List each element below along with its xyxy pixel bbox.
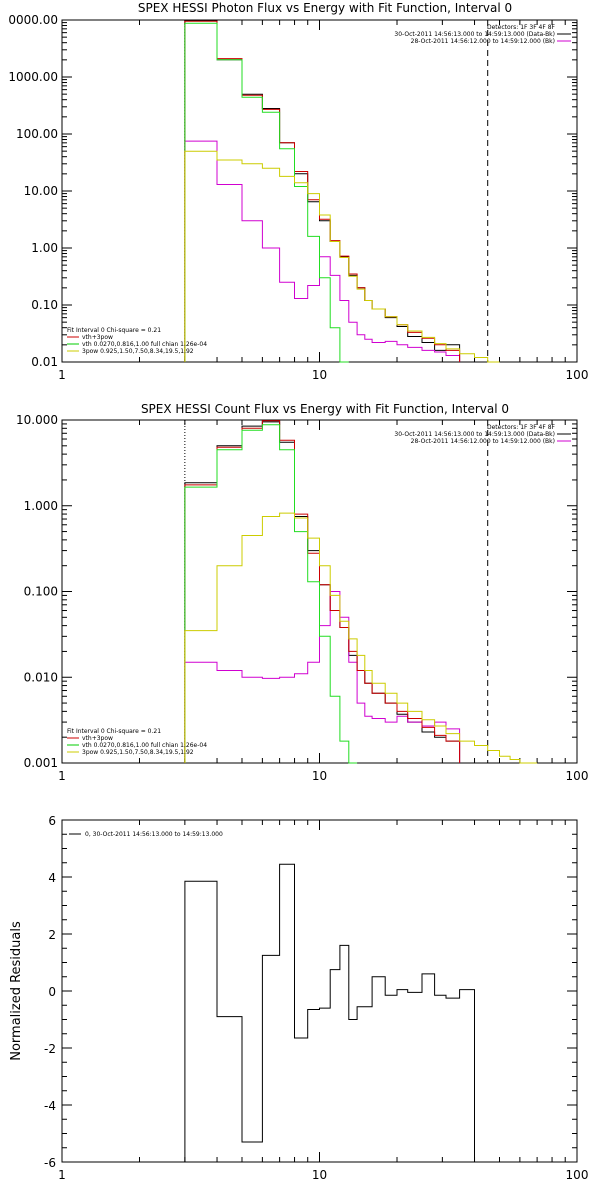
y-tick-label: 6 xyxy=(48,814,56,828)
legend-text: Fit Interval 0 Chi-square = 0.21 xyxy=(67,327,161,334)
series-3pow xyxy=(184,512,538,764)
legend-text: 28-Oct-2011 14:56:12.000 to 14:59:12.000… xyxy=(411,38,555,45)
legend-text: 3pow 0.925,1.50,7.50,8.34,19.5,1.92 xyxy=(82,348,194,355)
y-tick-label: -4 xyxy=(44,1099,56,1113)
legend-text: 3pow 0.925,1.50,7.50,8.34,19.5,1.92 xyxy=(82,749,194,756)
y-tick-label: 10.000 xyxy=(16,413,58,427)
series-0-30-oct-2011-14-56-13-000-to-14-59-13-000 xyxy=(184,863,475,1162)
y-tick-label: 0.010 xyxy=(24,670,58,684)
x-tick-label: 1 xyxy=(58,368,66,382)
legend-text: 0, 30-Oct-2011 14:56:13.000 to 14:59:13.… xyxy=(85,831,223,838)
x-tick-label: 10 xyxy=(312,1168,327,1182)
x-tick-label: 10 xyxy=(312,769,327,783)
residuals-panel: Normalized Residuals 1 10 100 -6 -4 -2 0 2 4 6 0,… xyxy=(9,814,588,1182)
y-tick-label: 1.000 xyxy=(24,499,58,513)
y-tick-label: 4 xyxy=(48,871,56,885)
x-tick-label: 100 xyxy=(566,1168,589,1182)
series-vth-3pow xyxy=(184,20,461,362)
plot-frame xyxy=(61,819,578,1163)
series-3pow xyxy=(184,150,500,363)
y-tick-label: 10.00 xyxy=(24,184,58,198)
x-tick-label: 1 xyxy=(58,1168,66,1182)
legend-text: vth 0.0270,0.816,1.00 full chian 1.26e-0… xyxy=(82,742,207,749)
y-tick-label: -6 xyxy=(44,1156,56,1170)
legend-text: Detectors: 1F 3F 4F 8F xyxy=(487,24,556,31)
series-vth xyxy=(184,424,358,764)
y-tick-label: 1.00 xyxy=(31,241,58,255)
y-tick-label: 1000.00 xyxy=(8,70,58,84)
y-tick-label: 0.100 xyxy=(24,585,58,599)
chart-title: SPEX HESSI Photon Flux vs Energy with Fi… xyxy=(138,1,512,15)
series-bk xyxy=(184,591,461,763)
chart-title: SPEX HESSI Count Flux vs Energy with Fit… xyxy=(141,402,509,416)
y-tick-label: 0.001 xyxy=(24,756,58,770)
y-tick-label: -2 xyxy=(44,1042,56,1056)
y-tick-label: 0.01 xyxy=(31,355,58,369)
x-tick-label: 100 xyxy=(566,769,589,783)
count-flux-panel: SPEX HESSI Count Flux vs Energy with Fit… xyxy=(16,402,588,783)
legend-text: 30-Oct-2011 14:56:13.000 to 14:59:13.000… xyxy=(394,431,555,438)
plot-frame xyxy=(61,19,578,363)
legend-text: vth+3pow xyxy=(82,334,113,341)
y-tick-label: 0000.00 xyxy=(8,13,58,27)
legend-text: Fit Interval 0 Chi-square = 0.21 xyxy=(67,728,161,735)
y-tick-label: 0 xyxy=(48,985,56,999)
photon-flux-panel: SPEX HESSI Photon Flux vs Energy with Fi… xyxy=(8,1,588,382)
series-vth xyxy=(184,22,349,363)
legend-text: vth+3pow xyxy=(82,735,113,742)
y-tick-label: 2 xyxy=(48,928,56,942)
series-data-bk xyxy=(184,20,461,362)
y-tick-label: 0.10 xyxy=(31,298,58,312)
series-bk xyxy=(184,140,461,362)
legend-text: 28-Oct-2011 14:56:12.000 to 14:59:12.000… xyxy=(411,438,555,445)
y-axis-label: Normalized Residuals xyxy=(9,921,24,1061)
x-tick-label: 100 xyxy=(566,368,589,382)
legend-text: vth 0.0270,0.816,1.00 full chian 1.26e-0… xyxy=(82,341,207,348)
x-tick-label: 10 xyxy=(312,368,327,382)
x-tick-label: 1 xyxy=(58,769,66,783)
legend-text: Detectors: 1F 3F 4F 8F xyxy=(487,424,556,431)
y-tick-label: 100.00 xyxy=(16,127,58,141)
legend-text: 30-Oct-2011 14:56:13.000 to 14:59:13.000… xyxy=(394,31,555,38)
